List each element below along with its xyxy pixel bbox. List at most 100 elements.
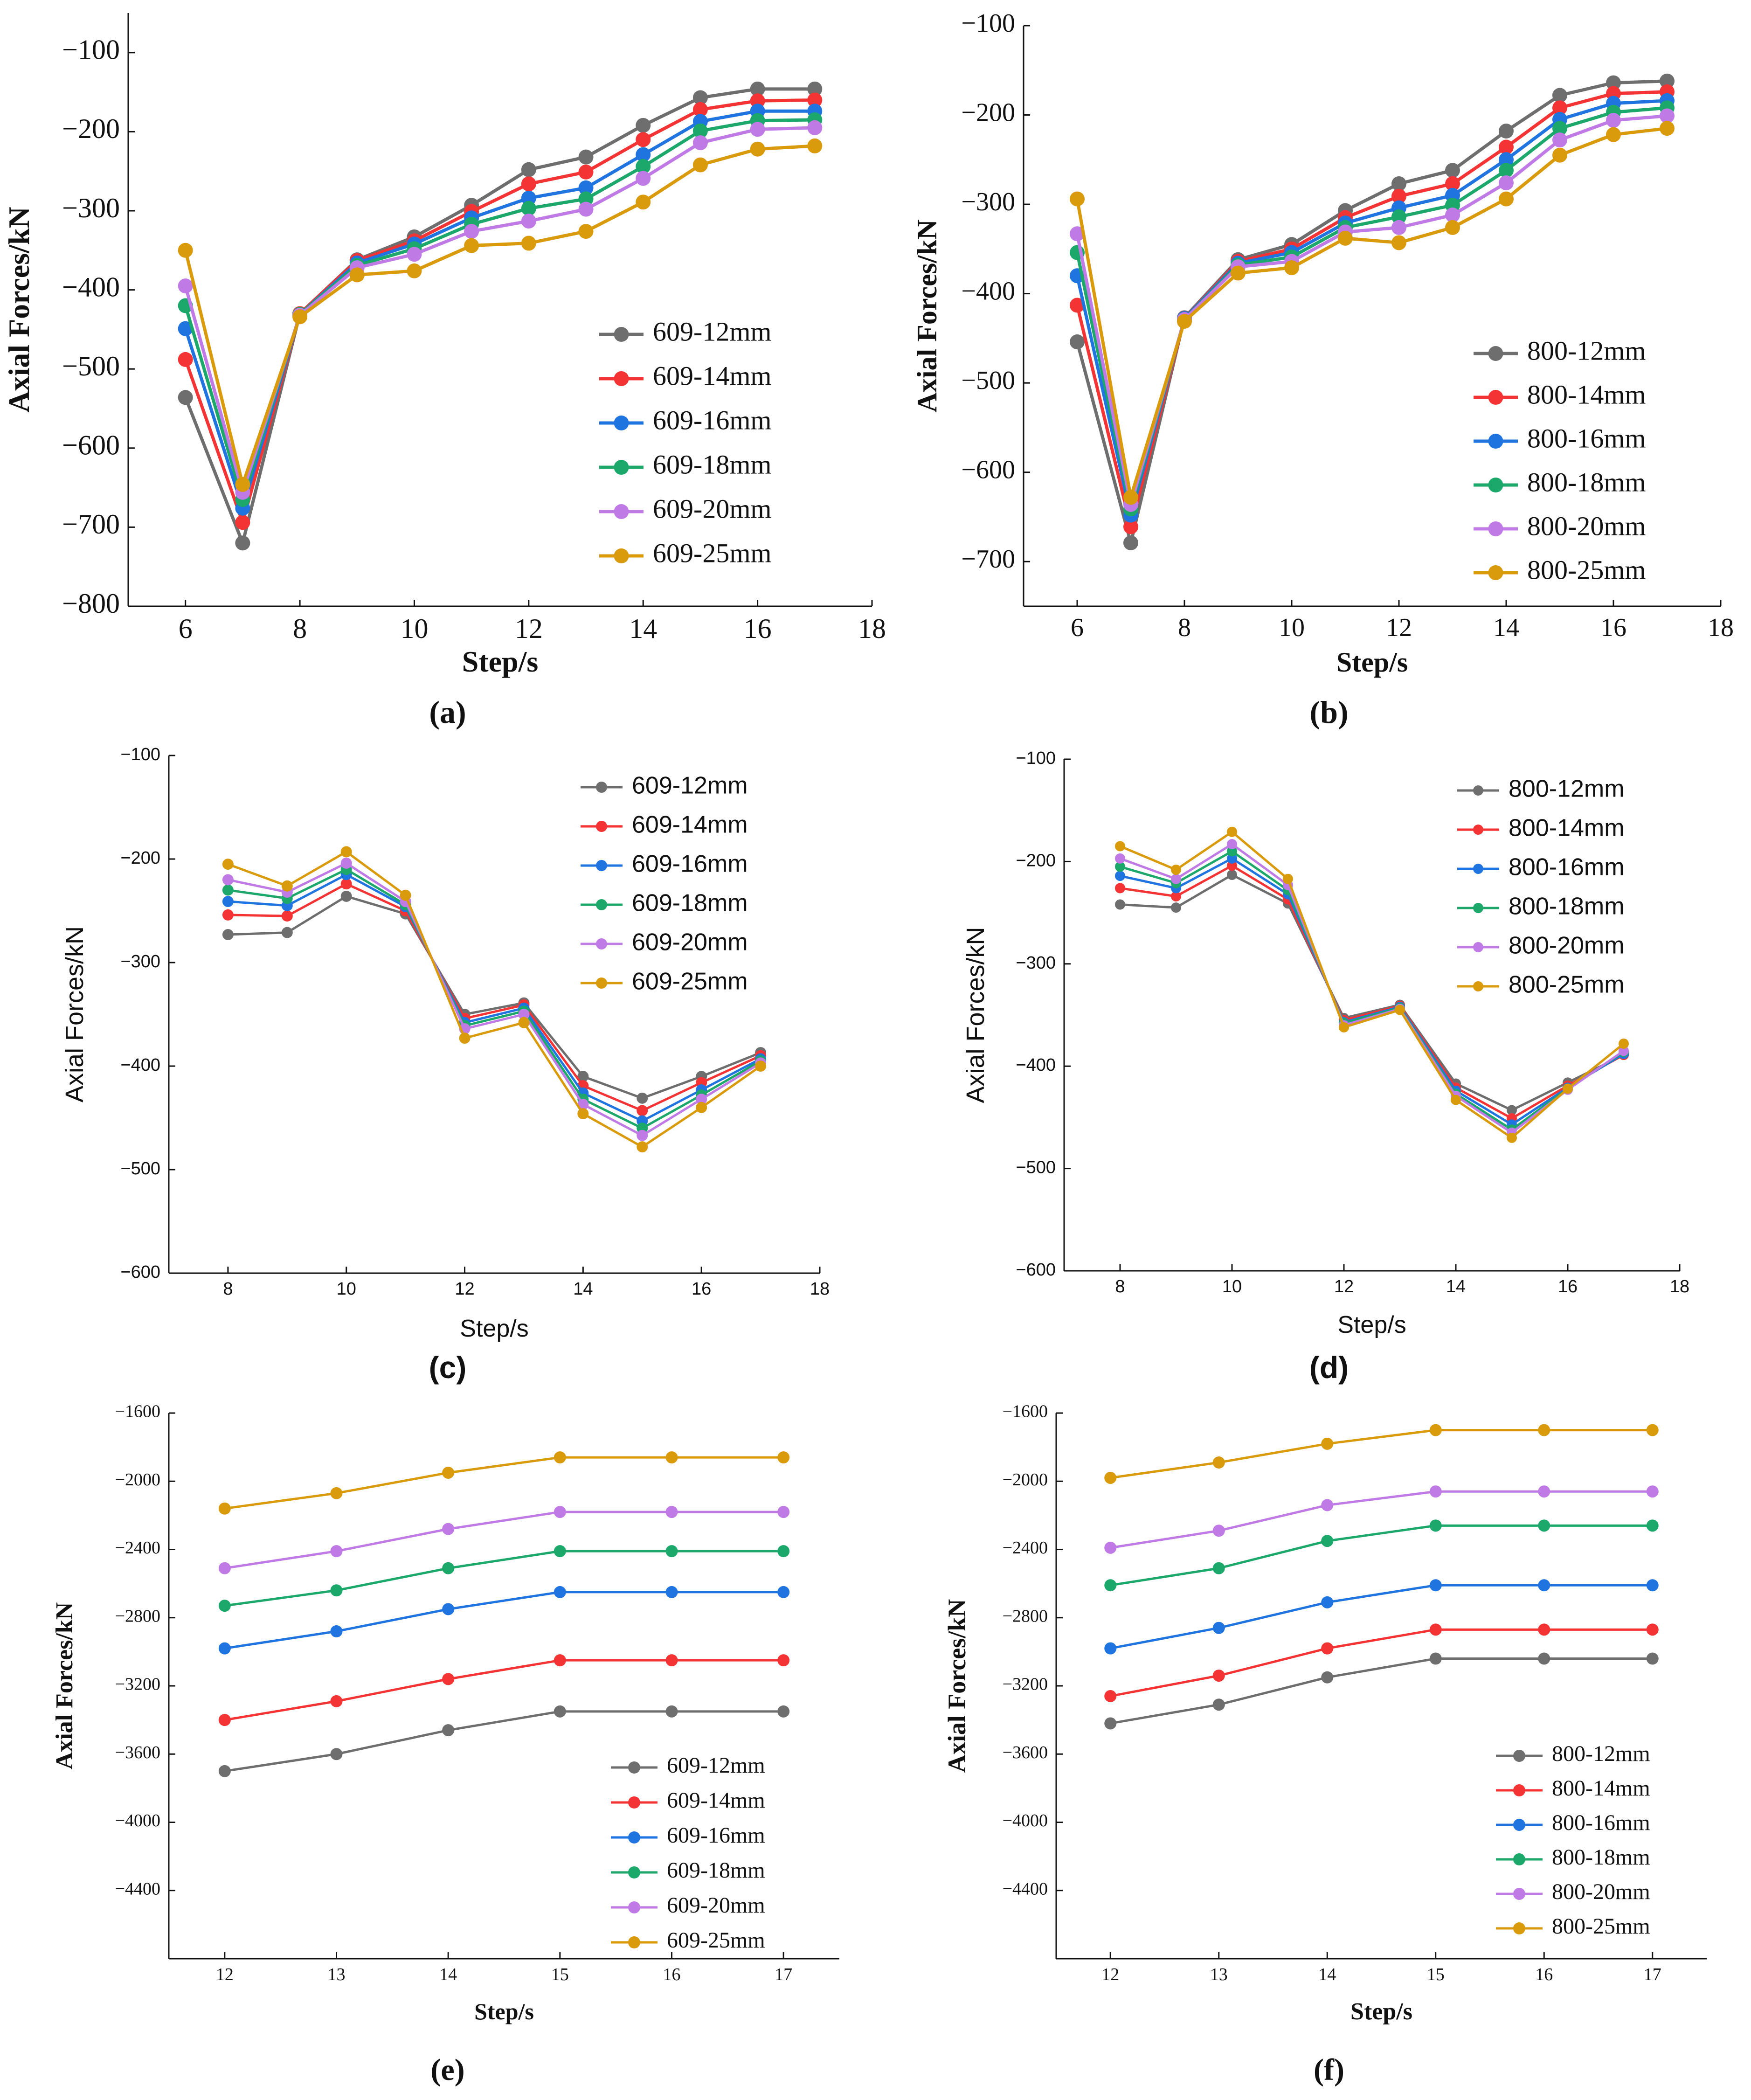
y-axis-title: Axial Forces/kN [61, 926, 89, 1102]
y-axis-title: Axial Forces/kN [51, 1602, 78, 1770]
legend-item: 800-18mm [1474, 467, 1646, 497]
x-tick-label: 17 [1644, 1965, 1661, 1984]
legend-swatch-marker [1488, 478, 1503, 492]
legend-swatch-marker [614, 460, 629, 475]
data-point [281, 880, 293, 892]
series-line-800-12mm [1110, 1657, 1653, 1725]
data-point [1445, 176, 1460, 192]
x-tick-label: 13 [328, 1965, 346, 1984]
data-point [1104, 1717, 1117, 1730]
series-line-800-25mm [1120, 831, 1625, 1139]
data-point [1115, 841, 1125, 852]
data-point [400, 889, 411, 901]
data-point [1646, 1519, 1659, 1532]
legend-swatch-marker [596, 938, 607, 950]
data-point [1499, 163, 1514, 178]
data-point [407, 247, 422, 262]
chart-panel-c: −600 −500 −400 −300 −200 −100 8 10 12 14 16 18 Step/… [61, 745, 830, 1385]
data-point [636, 132, 651, 147]
panel-caption: (b) [1309, 694, 1348, 730]
legend-label: 609-20mm [667, 1893, 765, 1918]
series-line-609-18mm [228, 868, 761, 1130]
data-point [1538, 1485, 1550, 1498]
legend: 609-12mm 609-14mm 609-16mm 609-18mm 609-20mm… [581, 772, 748, 995]
legend-swatch-marker [1473, 903, 1483, 913]
series-line-609-25mm [228, 850, 761, 1148]
legend-label: 609-16mm [653, 405, 772, 435]
data-point [222, 909, 234, 921]
series-line-800-16mm [1110, 1584, 1653, 1650]
x-tick-label: 15 [551, 1965, 569, 1984]
data-point [1445, 163, 1460, 178]
series-line-800-12mm [1120, 873, 1625, 1112]
data-point [637, 1105, 648, 1116]
data-point [1283, 873, 1293, 884]
y-tick-label: −2400 [115, 1538, 160, 1558]
panel-caption: (c) [429, 1350, 467, 1385]
legend-item: 800-12mm [1496, 1741, 1650, 1766]
y-tick-label: −1600 [1003, 1402, 1048, 1421]
data-point [554, 1654, 566, 1667]
y-tick-label: −200 [120, 848, 160, 868]
data-point [578, 224, 594, 239]
series-line-609-20mm [224, 1511, 784, 1570]
legend: 800-12mm 800-14mm 800-16mm 800-18mm 800-20mm… [1474, 335, 1646, 585]
legend-label: 800-12mm [1527, 335, 1646, 366]
data-point [1499, 139, 1514, 155]
data-point [1660, 121, 1675, 136]
x-tick-label: 8 [223, 1279, 233, 1299]
y-tick-label: −4000 [1003, 1811, 1048, 1830]
series-line-800-14mm [1110, 1628, 1653, 1698]
data-point [178, 243, 193, 258]
legend-item: 800-14mm [1474, 379, 1646, 409]
series-609-25mm [218, 1451, 790, 1515]
data-point [218, 1714, 231, 1726]
data-point [518, 1017, 530, 1028]
legend-swatch-marker [1488, 390, 1503, 405]
data-point [750, 141, 765, 157]
data-point [1646, 1623, 1659, 1636]
series-line-800-14mm [1075, 90, 1668, 529]
y-tick-label: −400 [961, 277, 1015, 305]
data-point [1606, 113, 1621, 128]
legend-swatch-marker [1473, 825, 1483, 835]
legend-label: 800-12mm [1509, 776, 1625, 803]
data-point [692, 157, 708, 173]
data-point [442, 1603, 455, 1615]
legend-swatch-marker [614, 548, 629, 563]
x-axis-title: Step/s [1337, 1311, 1406, 1338]
x-tick-label: 8 [1178, 613, 1191, 642]
data-point [1606, 75, 1621, 90]
data-point [750, 93, 765, 109]
data-point [554, 1506, 566, 1518]
panel-caption: (f) [1314, 2053, 1344, 2087]
data-point [807, 92, 823, 108]
series-800-25mm [1070, 121, 1675, 505]
legend-label: 609-12mm [632, 772, 748, 799]
legend-swatch-marker [596, 860, 607, 871]
legend-label: 609-14mm [667, 1788, 765, 1813]
x-tick-label: 14 [1493, 613, 1519, 642]
legend-label: 609-25mm [632, 968, 748, 995]
series-609-20mm [218, 1506, 790, 1574]
data-point [464, 238, 479, 253]
data-point [1115, 883, 1125, 894]
data-point [777, 1705, 790, 1718]
data-point [1445, 220, 1460, 235]
data-point [577, 1071, 589, 1082]
data-point [340, 846, 352, 858]
data-point [1445, 208, 1460, 223]
series-line-800-18mm [1120, 850, 1625, 1131]
data-point [577, 1099, 589, 1110]
x-tick-label: 14 [629, 613, 657, 644]
data-point [281, 910, 293, 922]
y-tick-label: −600 [62, 430, 120, 461]
y-tick-label: −300 [120, 952, 160, 971]
legend-label: 800-12mm [1552, 1741, 1650, 1766]
y-tick-label: −100 [120, 745, 160, 764]
data-point [1507, 1132, 1517, 1143]
data-point [1499, 191, 1514, 207]
data-point [1227, 826, 1237, 837]
data-point [1123, 519, 1138, 534]
legend-label: 800-18mm [1527, 467, 1646, 497]
